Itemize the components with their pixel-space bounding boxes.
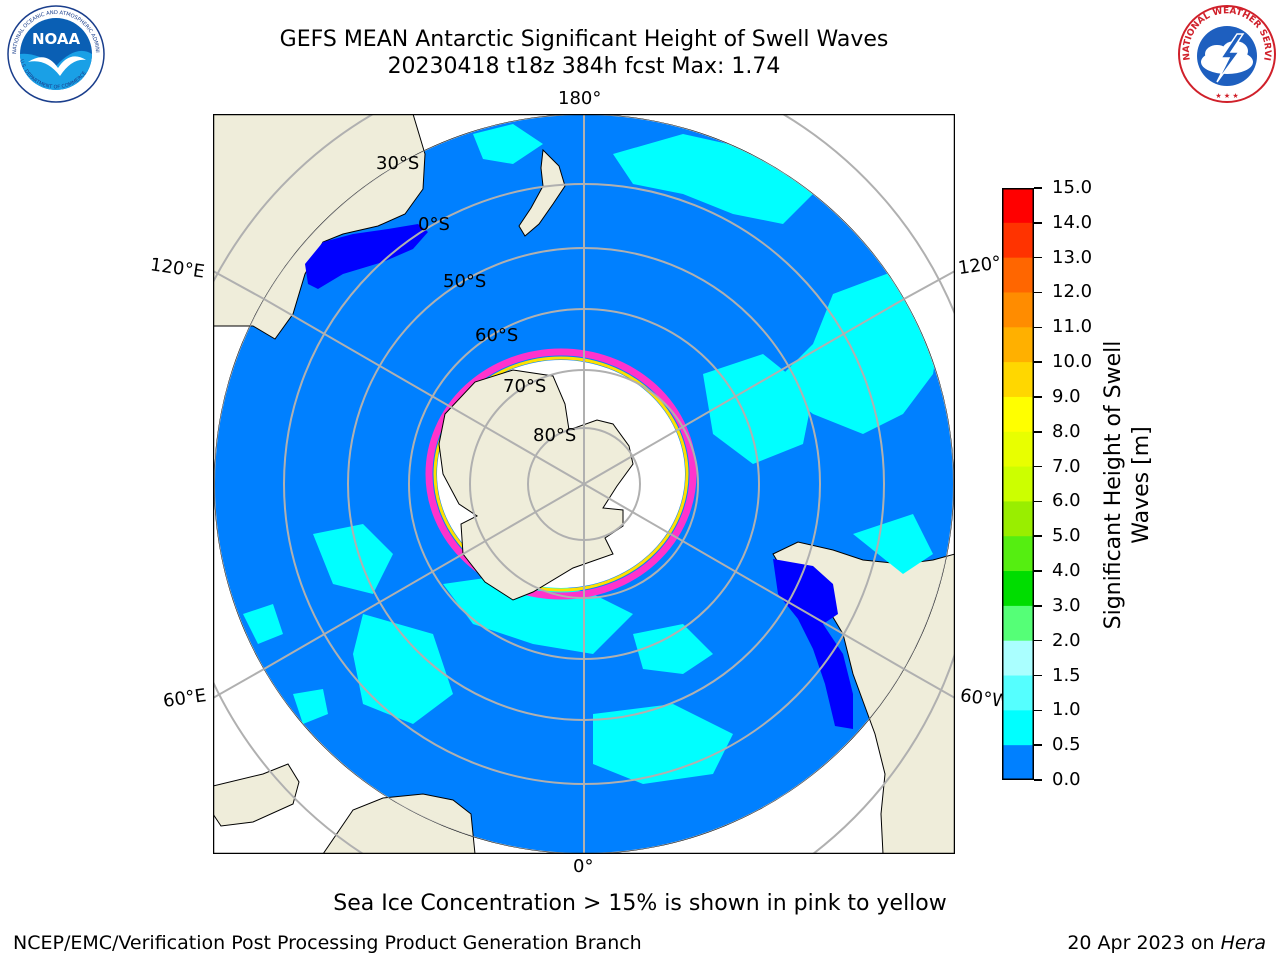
- colorbar-segment: [1002, 710, 1034, 746]
- colorbar-tick-mark: [1034, 639, 1042, 642]
- land-new-zealand: [518, 148, 566, 237]
- colorbar-tick-mark: [1034, 779, 1042, 781]
- colorbar: [1002, 188, 1034, 780]
- colorbar-tick-label: 10.0: [1052, 351, 1093, 373]
- credit-line: NCEP/EMC/Verification Post Processing Pr…: [13, 932, 642, 954]
- colorbar-tick-label: 7.0: [1052, 455, 1081, 477]
- lat-label-80s: 80°S: [533, 425, 576, 446]
- colorbar-tick-label: 1.0: [1052, 699, 1081, 721]
- lon-label-60e: 60°E: [161, 685, 208, 712]
- colorbar-tick-mark: [1034, 674, 1042, 677]
- colorbar-tick-label: 4.0: [1052, 560, 1081, 582]
- colorbar-segment: [1002, 431, 1034, 468]
- colorbar-tick-label: 15.0: [1052, 177, 1093, 198]
- colorbar-tick-label: 12.0: [1052, 281, 1093, 303]
- colorbar-tick-mark: [1034, 222, 1042, 224]
- colorbar-tick-mark: [1034, 256, 1042, 259]
- colorbar-tick-mark: [1034, 187, 1042, 189]
- nws-logo: NATIONAL WEATHER SERVICE ★ ★ ★: [1177, 4, 1276, 103]
- colorbar-tick-mark: [1034, 326, 1042, 329]
- map-subtitle: 20230418 t18z 384h fcst Max: 1.74: [387, 54, 781, 79]
- colorbar-segment: [1002, 640, 1034, 677]
- colorbar-segment: [1002, 571, 1034, 607]
- lon-label-60w: 60°W: [958, 685, 1006, 712]
- colorbar-tick-mark: [1034, 570, 1042, 572]
- lat-label-40s: 0°S: [418, 214, 450, 235]
- lon-label-0: 0°: [573, 856, 594, 877]
- colorbar-tick-label: 0.0: [1052, 769, 1081, 790]
- polar-map: 30°S 0°S 50°S 60°S 70°S 80°S: [213, 114, 955, 854]
- lat-label-30s: 30°S: [376, 153, 419, 174]
- noaa-logo-text: NOAA: [32, 30, 81, 48]
- colorbar-tick-mark: [1034, 535, 1042, 537]
- low-swell-australia: [305, 224, 428, 289]
- colorbar-tick-label: 6.0: [1052, 490, 1081, 512]
- date-text: 20 Apr 2023 on: [1067, 932, 1221, 954]
- colorbar-segment: [1002, 222, 1034, 259]
- colorbar-segment: [1002, 675, 1034, 711]
- colorbar-tick-mark: [1034, 500, 1042, 503]
- sea-ice-note: Sea Ice Concentration > 15% is shown in …: [333, 891, 947, 916]
- lat-label-70s: 70°S: [503, 376, 546, 397]
- colorbar-segment: [1002, 327, 1034, 363]
- colorbar-tick-label: 0.5: [1052, 734, 1081, 756]
- colorbar-tick-label: 5.0: [1052, 525, 1081, 547]
- map-title: GEFS MEAN Antarctic Significant Height o…: [279, 27, 889, 52]
- colorbar-segment: [1002, 605, 1034, 642]
- colorbar-segment: [1002, 257, 1034, 293]
- low-swell-south-america: [773, 559, 853, 729]
- colorbar-segment: [1002, 396, 1034, 433]
- colorbar-tick-mark: [1034, 431, 1042, 433]
- colorbar-tick-label: 14.0: [1052, 211, 1093, 233]
- lat-label-60s: 60°S: [475, 325, 518, 346]
- colorbar-tick-label: 11.0: [1052, 316, 1093, 338]
- svg-text:★ ★ ★: ★ ★ ★: [1215, 92, 1238, 100]
- colorbar-label: Significant Height of Swell Waves [m]: [1101, 340, 1154, 630]
- lon-label-120w: 120°: [956, 252, 1003, 280]
- colorbar-tick-label: 8.0: [1052, 420, 1081, 442]
- colorbar-tick-mark: [1034, 396, 1042, 398]
- colorbar-tick-label: 3.0: [1052, 594, 1081, 616]
- colorbar-segment: [1002, 292, 1034, 328]
- graticule: [214, 114, 954, 854]
- lon-label-180: 180°: [558, 88, 602, 109]
- colorbar-segment: [1002, 745, 1034, 780]
- date-line: 20 Apr 2023 on Hera: [1067, 932, 1266, 954]
- colorbar-tick-mark: [1034, 605, 1042, 607]
- colorbar-tick-mark: [1034, 709, 1042, 712]
- colorbar-tick-label: 13.0: [1052, 246, 1093, 268]
- colorbar-segment: [1002, 362, 1034, 398]
- host-name: Hera: [1220, 932, 1266, 954]
- colorbar-segment: [1002, 501, 1034, 537]
- colorbar-segment: [1002, 536, 1034, 572]
- lon-label-120e: 120°E: [148, 254, 206, 283]
- colorbar-segment: [1002, 188, 1034, 224]
- colorbar-tick-label: 1.5: [1052, 664, 1081, 686]
- lat-label-50s: 50°S: [443, 271, 486, 292]
- noaa-logo: NOAA NATIONAL OCEANIC AND ATMOSPHERIC AD…: [6, 4, 105, 103]
- colorbar-tick-mark: [1034, 361, 1042, 363]
- colorbar-tick-mark: [1034, 291, 1042, 294]
- colorbar-tick-label: 2.0: [1052, 629, 1081, 651]
- colorbar-tick-mark: [1034, 744, 1042, 746]
- colorbar-tick-label: 9.0: [1052, 385, 1081, 407]
- colorbar-tick-mark: [1034, 465, 1042, 468]
- colorbar-segment: [1002, 466, 1034, 502]
